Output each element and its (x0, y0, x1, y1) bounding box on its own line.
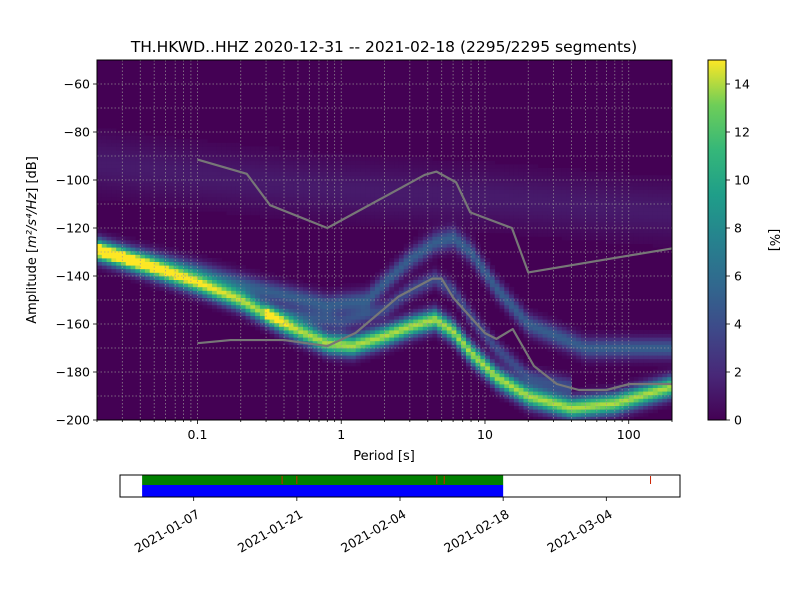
colorbar-ticks: 0 2 4 6 8 10 12 14 (726, 77, 750, 428)
coverage-panel: 2021-01-07 2021-01-21 2021-02-04 2021-02-18… (119, 474, 681, 556)
y-tick-label: −60 (64, 77, 90, 92)
y-tick-label: −120 (56, 221, 90, 236)
colorbar-gradient (707, 59, 727, 421)
x-tick-label: 1 (337, 427, 345, 442)
y-tick-label: −160 (56, 317, 90, 332)
y-tick-label: −100 (56, 173, 90, 188)
x-tick-label: 10 (477, 427, 493, 442)
x-tick-label: 0.1 (188, 427, 208, 442)
date-tick-label: 2021-01-07 (132, 506, 202, 555)
colorbar-tick-label: 2 (734, 365, 742, 380)
coverage-bars (142, 475, 652, 497)
noise-model-nlnm (197, 277, 672, 392)
colorbar-label: [%] (766, 229, 781, 252)
y-tick-label: −180 (56, 365, 90, 380)
date-tick-label: 2021-02-18 (441, 506, 511, 555)
coverage-bar-processed (142, 475, 504, 485)
date-tick-label: 2021-02-04 (338, 506, 408, 555)
x-tick-label: 100 (617, 427, 641, 442)
y-tick-label: −200 (56, 413, 90, 428)
colorbar-tick-label: 0 (734, 413, 742, 428)
y-axis-label: Amplitude [m²/s⁴/Hz] [dB] (25, 156, 40, 324)
chart-title: TH.HKWD..HHZ 2020-12-31 -- 2021-02-18 (2… (130, 38, 637, 56)
coverage-bar-available (142, 485, 504, 497)
grid-lines (96, 60, 673, 420)
noise-model-nhnm (197, 158, 673, 274)
colorbar-tick-label: 6 (734, 269, 742, 284)
colorbar-tick-label: 14 (734, 77, 750, 92)
coverage-date-ticks: 2021-01-07 2021-01-21 2021-02-04 2021-02-18… (132, 497, 615, 556)
y-tick-label: −140 (56, 269, 90, 284)
noise-models (197, 158, 673, 392)
colorbar-tick-label: 10 (734, 173, 750, 188)
date-tick-label: 2021-01-21 (235, 506, 305, 555)
ppsd-plot-area (96, 59, 673, 421)
colorbar-tick-label: 4 (734, 317, 742, 332)
colorbar-tick-label: 12 (734, 125, 750, 140)
date-tick-label: 2021-03-04 (544, 506, 614, 555)
x-axis-label: Period [s] (353, 449, 415, 464)
y-axis: −60 −80 −100 −120 −140 −160 −180 −200 (56, 77, 97, 428)
colorbar: 0 2 4 6 8 10 12 14 [%] (707, 59, 781, 428)
x-axis: 0.1 1 10 100 (96, 420, 673, 442)
colorbar-tick-label: 8 (734, 221, 742, 236)
y-tick-label: −80 (64, 125, 90, 140)
